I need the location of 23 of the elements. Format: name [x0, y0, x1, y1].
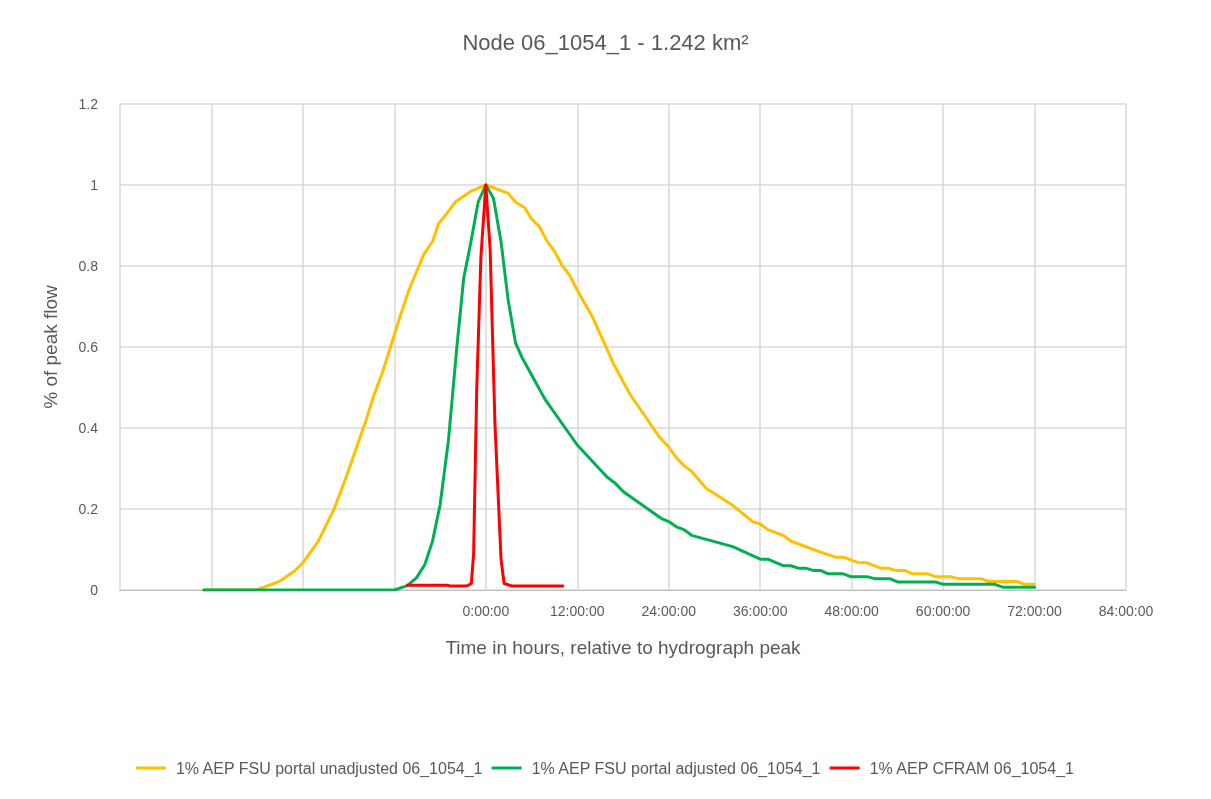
x-tick-label: 72:00:00: [1007, 603, 1063, 619]
y-tick-label: 1: [90, 177, 99, 193]
x-tick-label: 36:00:00: [732, 603, 788, 619]
legend-label: 1% AEP FSU portal adjusted 06_1054_1: [531, 759, 821, 778]
legend-label: 1% AEP CFRAM 06_1054_1: [869, 759, 1075, 778]
x-tick-label: 60:00:00: [915, 603, 971, 619]
x-tick-label: 0:00:00: [462, 603, 510, 619]
y-tick-label: 0.2: [78, 501, 99, 517]
x-tick-label: 48:00:00: [824, 603, 880, 619]
y-tick-label: 1.2: [78, 96, 99, 112]
x-tick-label: 84:00:00: [1098, 603, 1154, 619]
y-axis-title: % of peak flow: [40, 284, 61, 409]
y-tick-label: 0.4: [78, 420, 99, 436]
x-axis-title: Time in hours, relative to hydrograph peak: [445, 637, 802, 658]
line-series: [405, 183, 565, 588]
legend-label: 1% AEP FSU portal unadjusted 06_1054_1: [175, 759, 483, 778]
y-tick-label: 0: [90, 582, 99, 598]
line-series: [202, 183, 1037, 592]
x-tick-label: 24:00:00: [641, 603, 697, 619]
chart-title: Node 06_1054_1 - 1.242 km²: [462, 29, 749, 55]
x-tick-label: 12:00:00: [550, 603, 605, 619]
y-tick-label: 0.8: [78, 258, 99, 274]
y-tick-label: 0.6: [78, 339, 99, 355]
